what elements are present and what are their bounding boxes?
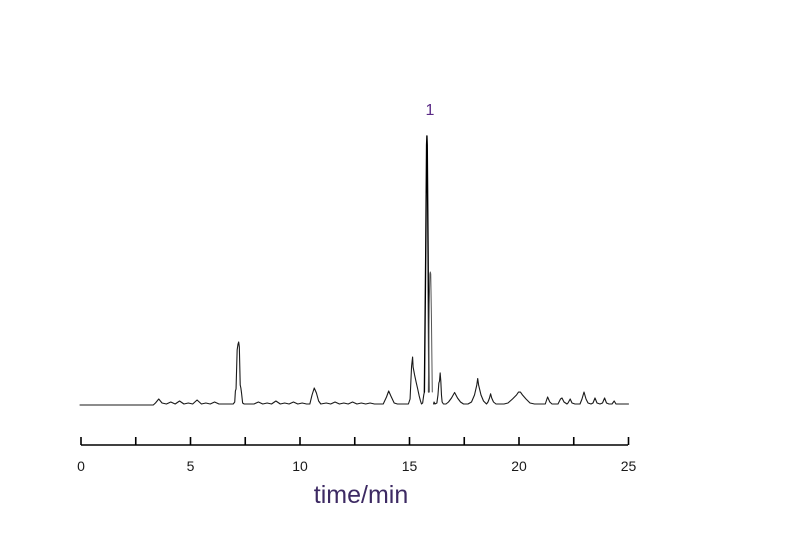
svg-text:1: 1 — [426, 102, 435, 119]
svg-text:15: 15 — [402, 458, 418, 474]
svg-text:0: 0 — [77, 458, 85, 474]
svg-text:20: 20 — [511, 458, 527, 474]
svg-text:10: 10 — [292, 458, 308, 474]
svg-text:time/min: time/min — [314, 481, 408, 509]
svg-text:5: 5 — [187, 458, 195, 474]
svg-text:25: 25 — [621, 458, 637, 474]
